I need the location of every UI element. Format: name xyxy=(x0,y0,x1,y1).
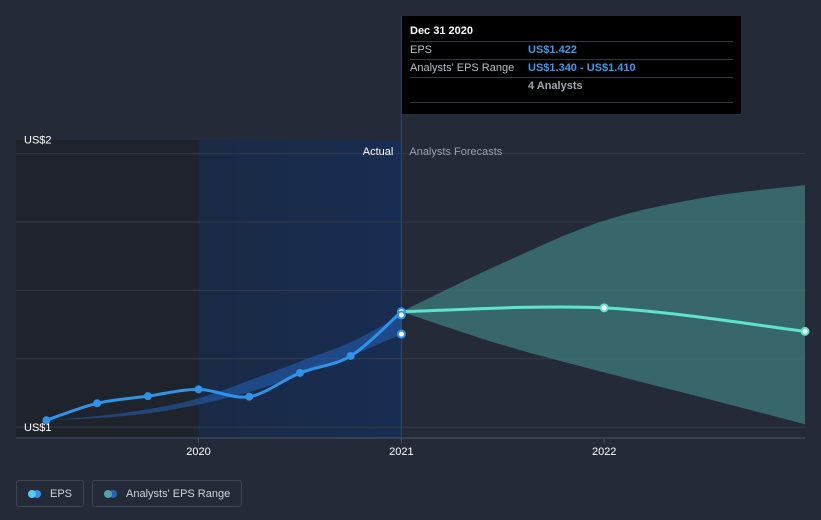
legend-item-eps-range[interactable]: Analysts' EPS Range xyxy=(92,480,243,507)
series-0-point-0 xyxy=(42,416,51,425)
tooltip-row-eps: EPS US$1.422 xyxy=(410,42,733,60)
highlight-marker-2[interactable] xyxy=(396,329,406,339)
eps-swatch-dot-back xyxy=(33,489,41,498)
series-0-point-5 xyxy=(295,368,304,377)
highlight-marker-3[interactable] xyxy=(599,303,609,313)
y-tick-label-0: US$2 xyxy=(24,135,52,147)
tooltip-date: Dec 31 2020 xyxy=(410,24,733,42)
series-0-point-4 xyxy=(245,392,254,401)
legend-label-eps: EPS xyxy=(50,487,73,500)
series-0-point-1 xyxy=(93,399,102,408)
x-tick-label-1: 2021 xyxy=(389,446,413,458)
tooltip-range-label: Analysts' EPS Range xyxy=(410,62,515,74)
highlight-marker-1[interactable] xyxy=(396,310,406,320)
eps-range-swatch-icon xyxy=(104,489,118,498)
x-tick-label-0: 2020 xyxy=(186,446,210,458)
legend-label-eps-range: Analysts' EPS Range xyxy=(126,487,231,500)
tooltip-row-analysts: 4 Analysts xyxy=(410,78,733,103)
series-0-point-6 xyxy=(346,351,355,360)
series-0-point-2 xyxy=(143,392,152,401)
eps-swatch-dot-front xyxy=(28,489,36,498)
chart-legend: EPS Analysts' EPS Range xyxy=(16,480,243,507)
range-swatch-dot-back xyxy=(109,489,118,498)
tooltip-eps-label: EPS xyxy=(410,44,433,56)
actual-section-label: Actual xyxy=(363,146,394,158)
y-tick-label-1: US$1 xyxy=(24,422,52,434)
tooltip-row-range: Analysts' EPS Range US$1.340 - US$1.410 xyxy=(410,60,733,78)
forecast-section-label: Analysts Forecasts xyxy=(409,146,502,158)
range-swatch-dot-front xyxy=(104,489,113,498)
highlight-marker-4[interactable] xyxy=(800,326,810,336)
tooltip-range-value: US$1.340 - US$1.410 xyxy=(528,62,636,74)
tooltip-eps-value: US$1.422 xyxy=(528,44,577,56)
tooltip-analysts-count: 4 Analysts xyxy=(528,80,583,92)
legend-item-eps[interactable]: EPS xyxy=(16,480,85,507)
series-0-point-3 xyxy=(194,385,203,394)
data-tooltip: Dec 31 2020 EPS US$1.422 Analysts' EPS R… xyxy=(402,16,741,114)
x-tick-label-2: 2022 xyxy=(592,446,616,458)
eps-swatch-icon xyxy=(28,489,42,498)
